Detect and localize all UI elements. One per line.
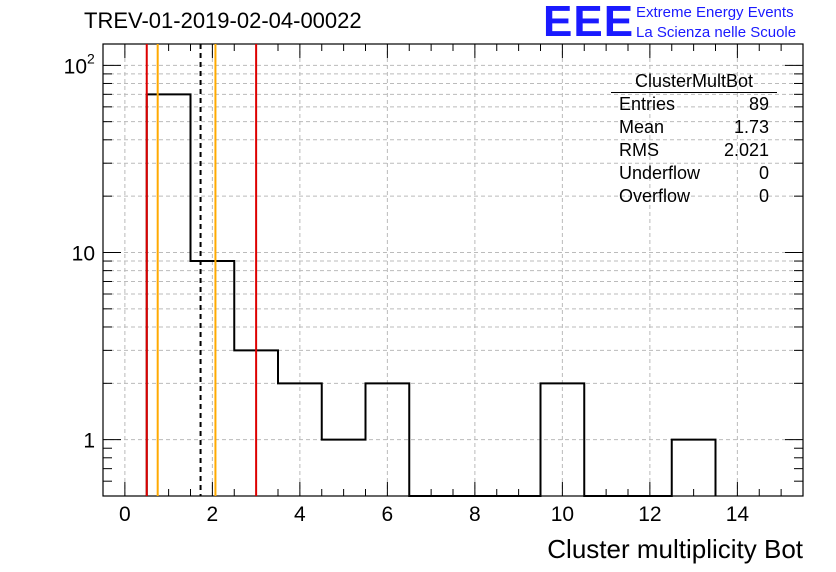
eee-logo: EEE — [543, 0, 635, 46]
stats-value: 0 — [758, 163, 769, 183]
x-tick-label: 10 — [551, 503, 574, 526]
logo-line-2: La Scienza nelle Scuole — [636, 24, 797, 41]
x-axis-title: Cluster multiplicity Bot — [547, 534, 803, 564]
y-tick-label: 10 — [72, 242, 95, 265]
logo-line-1: Extreme Energy Events — [636, 4, 794, 21]
x-tick-label: 6 — [382, 503, 394, 526]
x-tick-label: 4 — [294, 503, 306, 526]
stats-label: Entries — [619, 94, 676, 114]
stats-label: Mean — [619, 117, 665, 137]
x-tick-label: 2 — [207, 503, 219, 526]
x-tick-label: 8 — [469, 503, 481, 526]
stats-label: RMS — [619, 140, 659, 160]
stats-box: ClusterMultBot Entries 89 Mean 1.73 RMS … — [611, 70, 777, 208]
x-tick-label: 14 — [726, 503, 750, 526]
stats-value: 2.021 — [723, 140, 769, 160]
x-tick-label: 0 — [119, 503, 131, 526]
stats-label: Overflow — [619, 186, 691, 206]
page-title: TREV-01-2019-02-04-00022 — [84, 8, 362, 33]
histogram-outline — [145, 93, 717, 497]
stats-row-rms: RMS 2.021 — [611, 139, 777, 162]
stats-value: 1.73 — [733, 117, 769, 137]
stats-row-underflow: Underflow 0 — [611, 162, 777, 185]
stats-value: 0 — [758, 186, 769, 206]
stats-label: Underflow — [619, 163, 701, 183]
y-tick-exponent: 2 — [87, 50, 95, 66]
stats-title: ClusterMultBot — [611, 70, 777, 93]
stats-row-entries: Entries 89 — [611, 93, 777, 116]
x-tick-label: 12 — [638, 503, 661, 526]
y-tick-label: 1 — [83, 430, 95, 453]
stats-value: 89 — [748, 94, 769, 114]
y-tick-label: 10 — [64, 55, 87, 78]
stats-row-mean: Mean 1.73 — [611, 116, 777, 139]
stats-row-overflow: Overflow 0 — [611, 185, 777, 208]
